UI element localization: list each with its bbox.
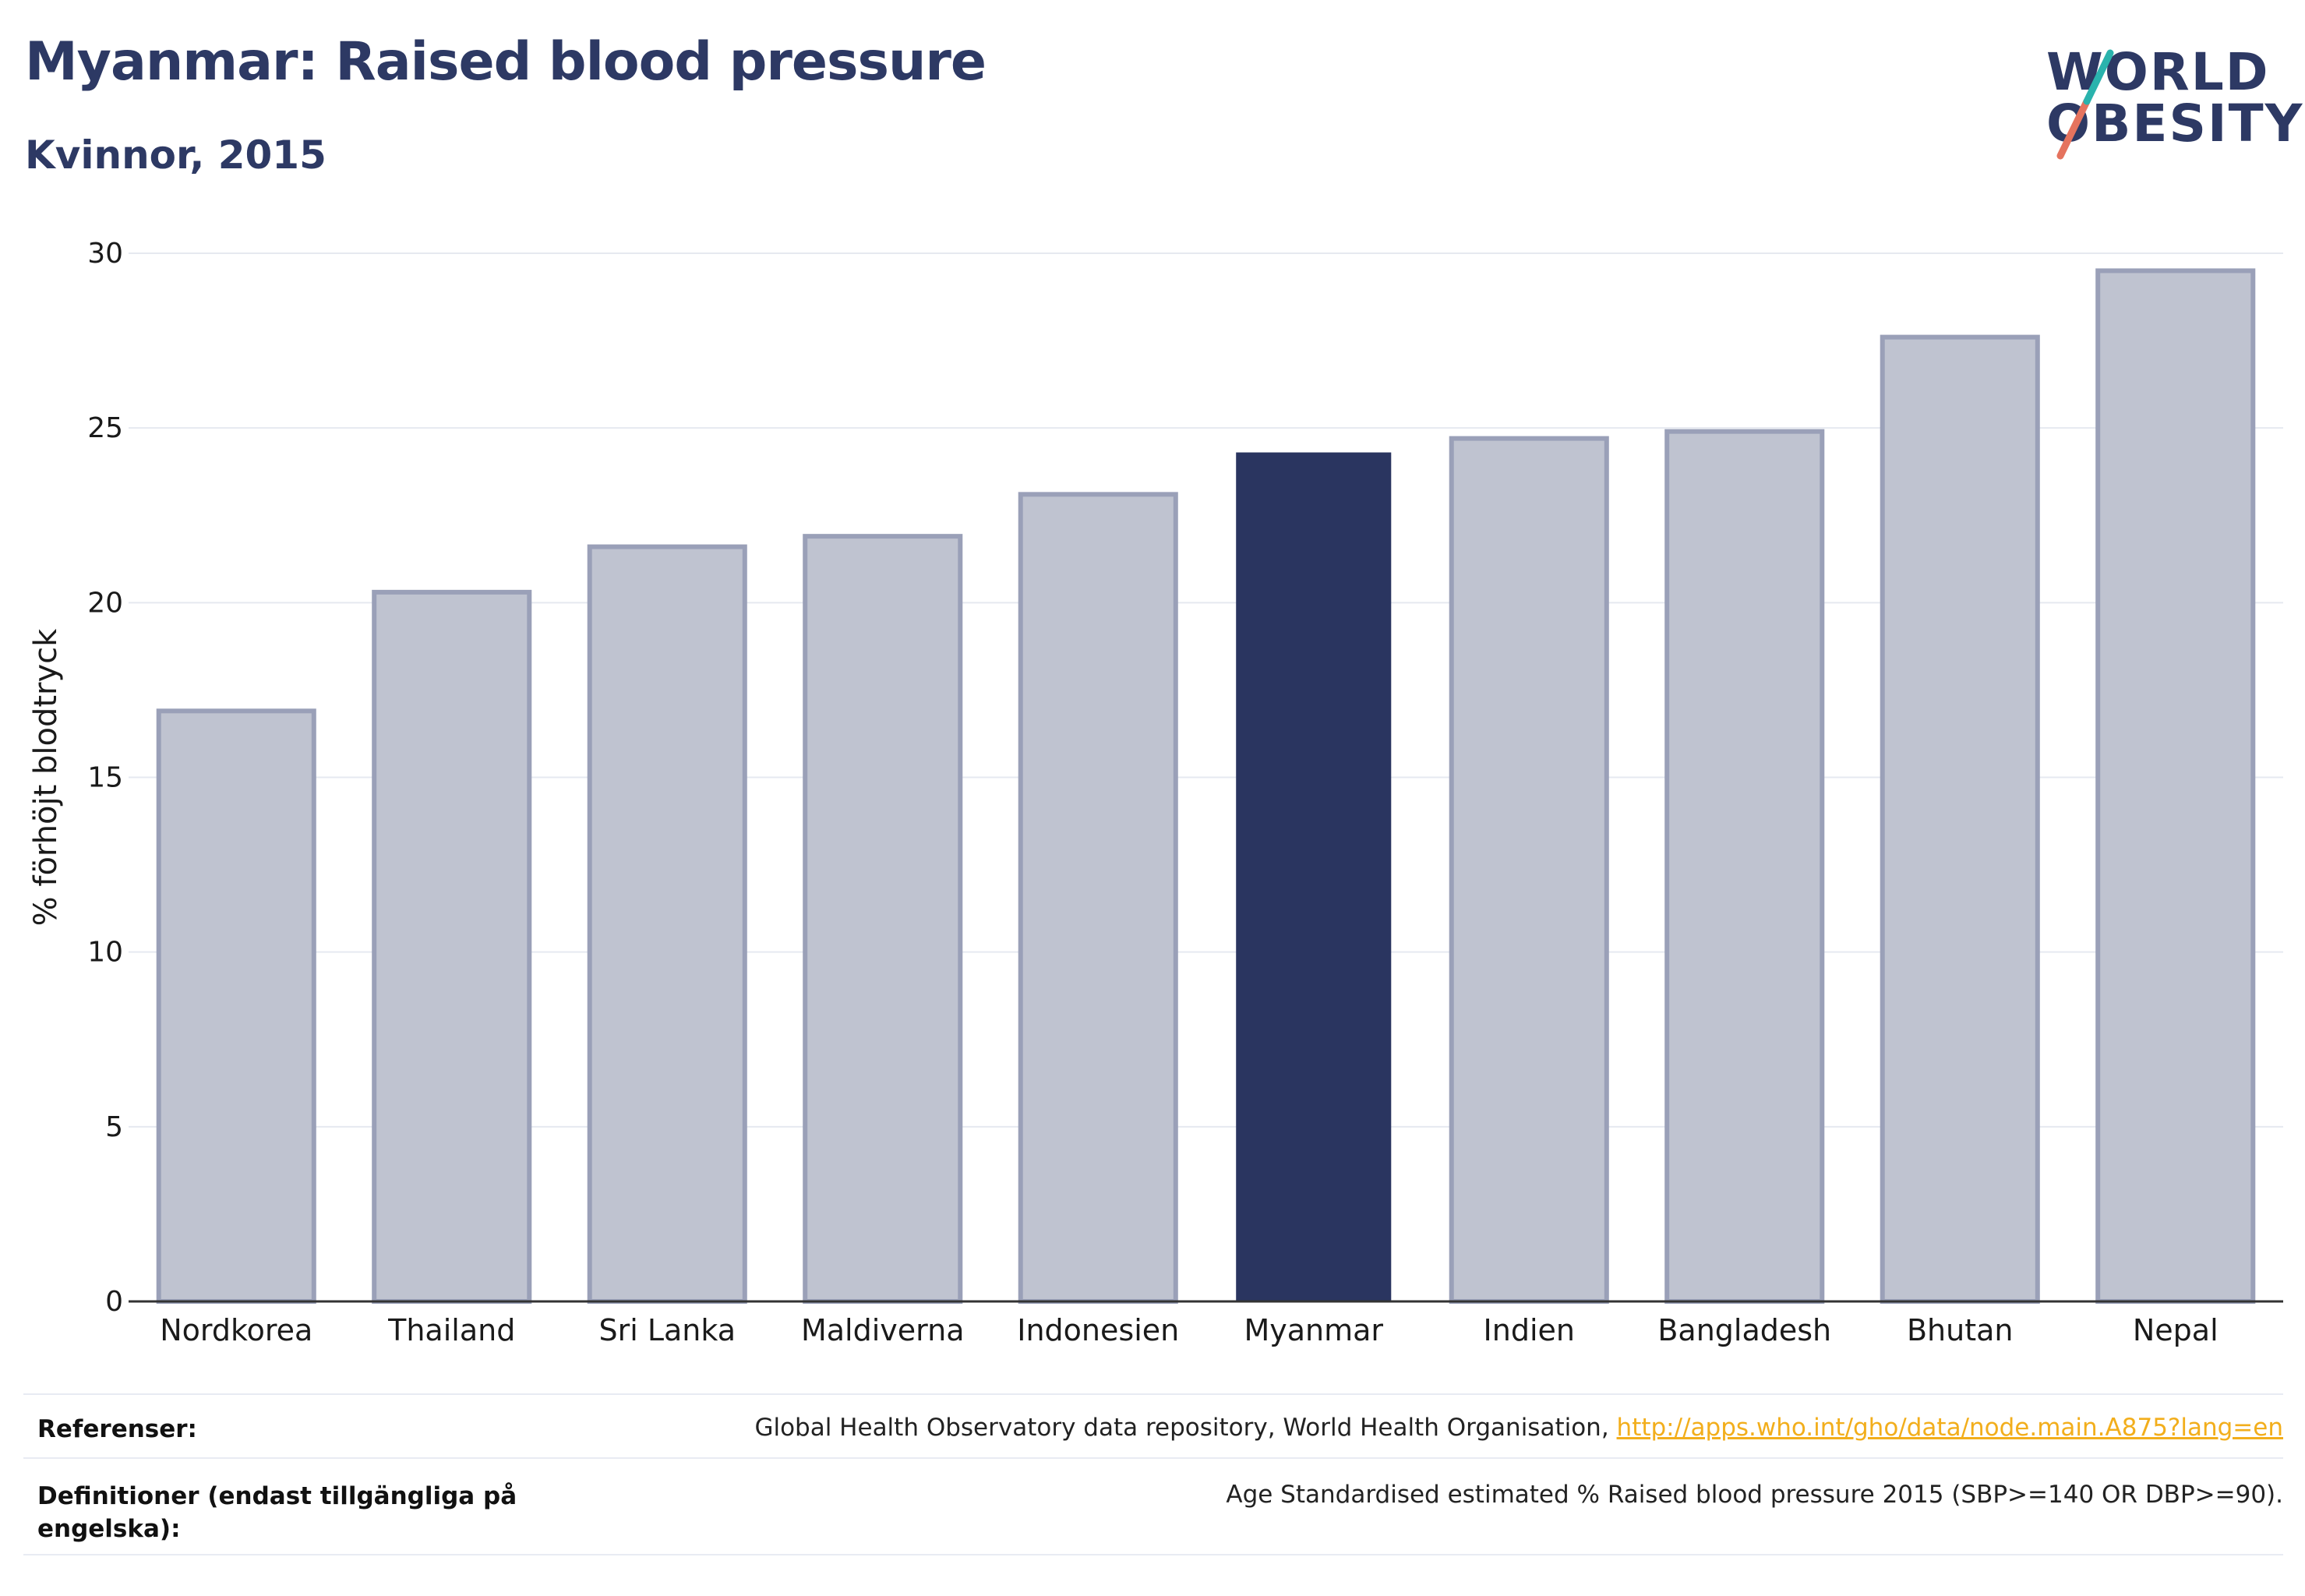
x-tick-label: Indonesien: [1017, 1313, 1179, 1347]
y-axis-label: % förhöjt blodtryck: [28, 628, 64, 927]
footer-divider: [23, 1554, 2283, 1555]
y-tick-label: 10: [87, 937, 123, 969]
bar-bangladesh[interactable]: [1664, 429, 1825, 1304]
y-tick-label: 0: [105, 1286, 123, 1318]
bar-myanmar[interactable]: [1236, 452, 1392, 1301]
y-tick-label: 25: [87, 412, 123, 444]
world-obesity-logo: WORLD OBESITY: [2026, 23, 2302, 164]
bar-indonesien[interactable]: [1018, 492, 1178, 1305]
footer-divider: [23, 1457, 2283, 1459]
chart-subtitle: Kvinnor, 2015: [25, 132, 327, 178]
y-tick-label: 30: [87, 238, 123, 270]
definitions-row: Definitioner (endast tillgängliga på eng…: [23, 1473, 2283, 1559]
x-tick-label: Nordkorea: [160, 1313, 312, 1347]
bar-indien[interactable]: [1449, 436, 1609, 1304]
x-tick-label: Nepal: [2133, 1313, 2219, 1347]
x-tick-label: Bangladesh: [1657, 1313, 1831, 1347]
references-row: Referenser: Global Health Observatory da…: [23, 1409, 2283, 1456]
references-link[interactable]: http://apps.who.int/gho/data/node.main.A…: [1616, 1414, 2283, 1442]
bar-chart: 0 5 10 15 20 25 30 Nordkorea Thailand Sri Lanka M…: [28, 238, 2283, 1347]
x-tick-label: Maldiverna: [801, 1313, 965, 1347]
footer-divider: [23, 1393, 2283, 1395]
bar-sri-lanka[interactable]: [587, 544, 747, 1305]
bar-thailand[interactable]: [372, 589, 532, 1304]
x-axis-ticks: Nordkorea Thailand Sri Lanka Maldiverna Indo…: [160, 1313, 2218, 1347]
references-value: Global Health Observatory data repositor…: [754, 1414, 2283, 1442]
logo-line-2: OBESITY: [2046, 94, 2304, 154]
x-tick-label: Myanmar: [1244, 1313, 1383, 1347]
y-tick-label: 15: [87, 762, 123, 794]
bar-nepal[interactable]: [2095, 268, 2256, 1305]
x-tick-label: Indien: [1484, 1313, 1575, 1347]
x-tick-label: Sri Lanka: [598, 1313, 736, 1347]
references-text: Global Health Observatory data repositor…: [754, 1414, 1617, 1442]
references-label: Referenser:: [37, 1415, 197, 1443]
chart-title: Myanmar: Raised blood pressure: [25, 31, 987, 93]
bar-maldiverna[interactable]: [803, 534, 963, 1304]
definitions-label: Definitioner (endast tillgängliga på eng…: [37, 1482, 517, 1543]
definitions-value: Age Standardised estimated % Raised bloo…: [1226, 1481, 2283, 1509]
bars: [156, 268, 2256, 1305]
x-tick-label: Bhutan: [1907, 1313, 2014, 1347]
logo-line-1: WORLD: [2046, 42, 2270, 102]
bar-nordkorea[interactable]: [156, 708, 316, 1304]
logo-slash-icon: [2056, 49, 2114, 160]
y-tick-label: 5: [105, 1111, 123, 1143]
bar-bhutan[interactable]: [1880, 334, 2040, 1305]
x-tick-label: Thailand: [387, 1313, 515, 1347]
y-axis-ticks: 0 5 10 15 20 25 30: [87, 238, 123, 1318]
y-tick-label: 20: [87, 587, 123, 619]
